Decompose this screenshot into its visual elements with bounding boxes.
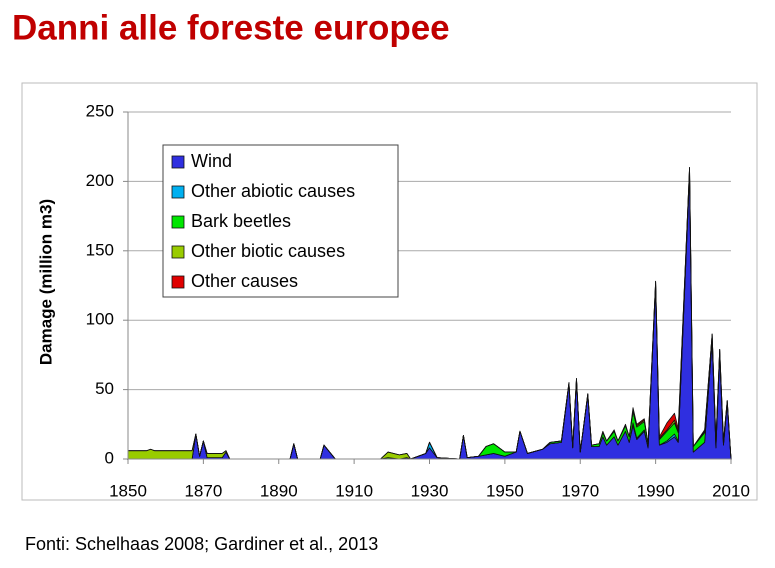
x-tick-label: 1970 <box>561 481 599 500</box>
legend-label: Other causes <box>191 271 298 291</box>
y-axis-label: Damage (million m3) <box>36 199 55 365</box>
legend-label: Other biotic causes <box>191 241 345 261</box>
y-tick-label: 100 <box>86 310 114 329</box>
x-tick-label: 1950 <box>486 481 524 500</box>
y-tick-label: 200 <box>86 171 114 190</box>
legend-label: Other abiotic causes <box>191 181 355 201</box>
x-tick-label: 1930 <box>411 481 449 500</box>
x-tick-label: 1870 <box>184 481 222 500</box>
x-tick-label: 1990 <box>637 481 675 500</box>
x-tick-label: 2010 <box>712 481 750 500</box>
x-tick-label: 1910 <box>335 481 373 500</box>
x-tick-label: 1890 <box>260 481 298 500</box>
source-note: Fonti: Schelhaas 2008; Gardiner et al., … <box>25 534 378 554</box>
legend-label: Wind <box>191 151 232 171</box>
legend-swatch <box>171 215 185 229</box>
y-tick-label: 250 <box>86 101 114 120</box>
legend-box <box>162 144 399 298</box>
y-tick-label: 150 <box>86 240 114 259</box>
legend-swatch <box>171 185 185 199</box>
legend-swatch <box>171 275 185 289</box>
legend-label: Bark beetles <box>191 211 291 231</box>
y-tick-label: 50 <box>95 379 114 398</box>
legend-swatch <box>171 155 185 169</box>
x-tick-label: 1850 <box>109 481 147 500</box>
legend-swatch <box>171 245 185 259</box>
slide-title: Danni alle foreste europee <box>12 8 450 47</box>
y-tick-label: 0 <box>105 448 114 467</box>
